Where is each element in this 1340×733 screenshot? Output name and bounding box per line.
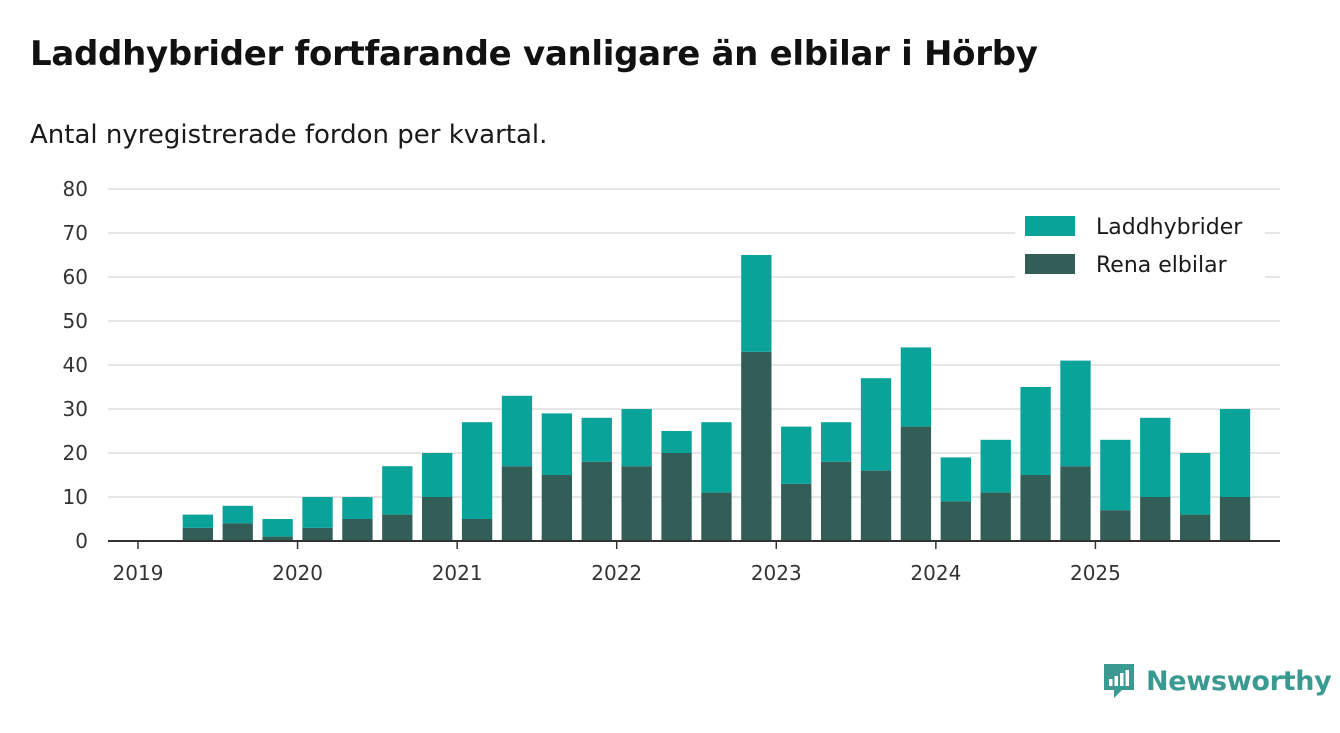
- brand: Newsworthy: [1102, 662, 1332, 700]
- bar-rena-elbilar: [980, 492, 1011, 541]
- bar-rena-elbilar: [1100, 510, 1131, 541]
- bar-rena-elbilar: [422, 497, 453, 541]
- x-tick-label: 2024: [910, 561, 961, 585]
- y-tick-label: 20: [63, 441, 88, 465]
- bar-rena-elbilar: [222, 523, 253, 541]
- bar-rena-elbilar: [1140, 497, 1171, 541]
- legend-swatch-rena-elbilar: [1025, 254, 1075, 274]
- bar-laddhybrider: [741, 255, 772, 352]
- y-tick-label: 50: [63, 309, 88, 333]
- bar-rena-elbilar: [1020, 475, 1051, 541]
- bar-laddhybrider: [342, 497, 373, 519]
- bars: [182, 255, 1251, 541]
- bar-rena-elbilar: [900, 426, 932, 541]
- bar-laddhybrider: [980, 439, 1011, 493]
- bar-rena-elbilar: [1180, 514, 1211, 541]
- bar-rena-elbilar: [701, 492, 732, 541]
- bar-rena-elbilar: [1060, 466, 1091, 541]
- bar-rena-elbilar: [541, 475, 573, 541]
- y-tick-label: 0: [75, 529, 88, 553]
- bar-rena-elbilar: [461, 519, 493, 541]
- newsworthy-logo-icon: [1104, 664, 1134, 698]
- bar-laddhybrider: [1219, 409, 1251, 497]
- y-tick-label: 30: [63, 397, 88, 421]
- bar-laddhybrider: [302, 497, 333, 528]
- bar-laddhybrider: [222, 505, 253, 524]
- bar-rena-elbilar: [262, 536, 293, 541]
- legend-label-laddhybrider: Laddhybrider: [1096, 215, 1243, 240]
- bar-rena-elbilar: [182, 527, 213, 541]
- bar-laddhybrider: [1140, 417, 1171, 497]
- chart-subtitle: Antal nyregistrerade fordon per kvartal.: [30, 120, 548, 150]
- bar-rena-elbilar: [1219, 497, 1251, 541]
- bar-laddhybrider: [900, 347, 932, 427]
- x-tick-label: 2019: [113, 561, 164, 585]
- bar-rena-elbilar: [781, 483, 812, 541]
- bar-laddhybrider: [820, 422, 852, 462]
- y-tick-label: 60: [63, 265, 88, 289]
- bar-laddhybrider: [581, 417, 612, 462]
- x-tick-label: 2020: [272, 561, 323, 585]
- y-tick-label: 40: [63, 353, 88, 377]
- x-tick-label: 2022: [591, 561, 642, 585]
- bar-rena-elbilar: [661, 453, 692, 541]
- bar-laddhybrider: [940, 457, 971, 502]
- bar-laddhybrider: [182, 514, 213, 528]
- bar-laddhybrider: [621, 409, 652, 467]
- bar-laddhybrider: [1180, 453, 1211, 515]
- chart-title: Laddhybrider fortfarande vanligare än el…: [30, 34, 1038, 74]
- bar-laddhybrider: [661, 431, 692, 453]
- legend-label-rena-elbilar: Rena elbilar: [1096, 253, 1228, 278]
- bar-rena-elbilar: [382, 514, 413, 541]
- x-tick-label: 2025: [1070, 561, 1121, 585]
- legend: Laddhybrider Rena elbilar: [1015, 208, 1265, 280]
- bar-rena-elbilar: [820, 461, 852, 541]
- bar-laddhybrider: [262, 519, 293, 537]
- bar-laddhybrider: [1060, 360, 1091, 467]
- bar-laddhybrider: [701, 422, 732, 493]
- bar-rena-elbilar: [501, 466, 533, 541]
- y-axis: 0 10 20 30 40 50 60 70 80: [63, 177, 88, 553]
- x-tick-label: 2021: [432, 561, 483, 585]
- x-axis: 2019 2020 2021 2022 2023 2024 2025: [108, 540, 1280, 585]
- legend-swatch-laddhybrider: [1025, 216, 1075, 236]
- bar-laddhybrider: [382, 466, 413, 515]
- bar-rena-elbilar: [302, 527, 333, 541]
- bar-laddhybrider: [1020, 387, 1051, 475]
- bar-laddhybrider: [501, 395, 533, 467]
- y-tick-label: 10: [63, 485, 88, 509]
- bar-rena-elbilar: [940, 501, 971, 541]
- bar-laddhybrider: [461, 422, 493, 519]
- bar-laddhybrider: [1100, 439, 1131, 511]
- x-tick-label: 2023: [751, 561, 802, 585]
- bar-laddhybrider: [781, 426, 812, 484]
- bar-rena-elbilar: [741, 351, 772, 541]
- y-tick-label: 80: [63, 177, 88, 201]
- bar-rena-elbilar: [342, 519, 373, 541]
- bar-laddhybrider: [541, 413, 573, 475]
- brand-name: Newsworthy: [1146, 665, 1332, 697]
- bar-rena-elbilar: [581, 461, 612, 541]
- bar-rena-elbilar: [621, 466, 652, 541]
- bar-rena-elbilar: [860, 470, 892, 541]
- bar-laddhybrider: [422, 453, 453, 497]
- bar-laddhybrider: [860, 378, 892, 471]
- y-tick-label: 70: [63, 221, 88, 245]
